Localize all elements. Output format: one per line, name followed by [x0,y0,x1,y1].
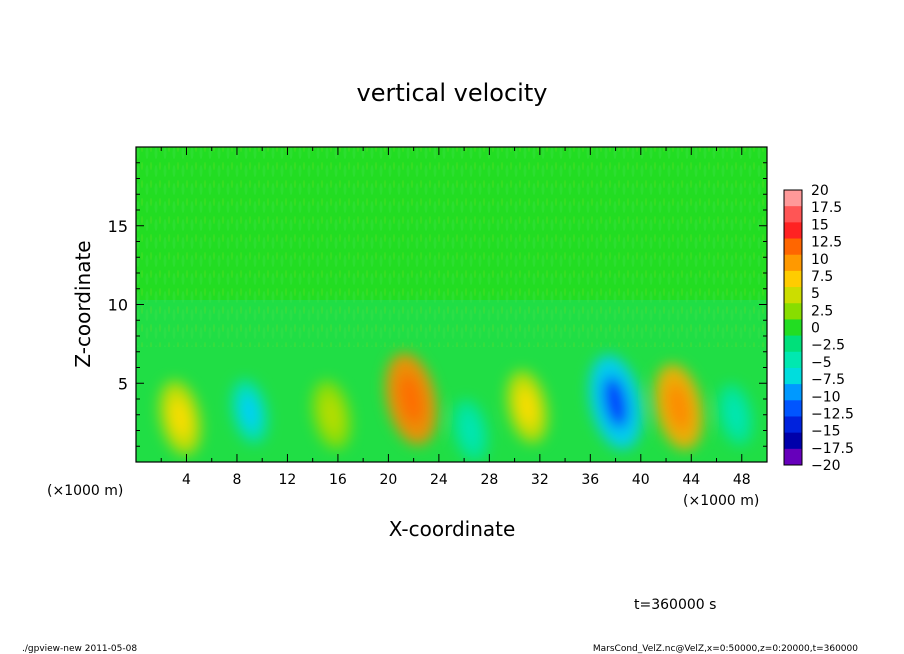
x-unit-label-right: (×1000 m) [683,493,759,509]
colorbar-swatch [784,416,802,434]
colorbar-label: 0 [811,321,820,337]
colorbar-swatch [784,238,802,256]
colorbar-label: −17.5 [811,441,854,457]
colorbar-swatch [784,351,802,369]
x-axis-ticks: 4 8 12 16 20 24 28 32 36 40 44 48 [160,147,751,488]
heatmap-features [159,353,753,462]
x-tick-label: 40 [632,472,650,488]
colorbar-swatch [784,270,802,288]
y-tick-label: 10 [108,296,128,315]
heatmap-cell-core [727,397,744,432]
colorbar-label: 5 [811,286,820,302]
colorbar-swatch [784,287,802,304]
colorbar-swatch [784,384,802,401]
x-tick-label: 48 [733,472,751,488]
colorbar-label: 20 [811,183,829,199]
colorbar-swatch [784,206,802,223]
colorbar-label: −12.5 [811,406,854,422]
colorbar-label: 10 [811,252,829,268]
colorbar-swatch [784,303,802,320]
colorbar-swatch [784,319,802,337]
x-tick-label: 4 [182,472,191,488]
colorbar-swatch [784,222,802,240]
y-tick-label: 15 [108,217,128,236]
heatmap-cell-core [241,394,259,430]
x-tick-label: 8 [232,472,241,488]
colorbar-label: −15 [811,424,841,440]
y-axis-label: Z-coordinate [71,240,95,367]
colorbar-label: −7.5 [811,372,845,388]
colorbar-label: 7.5 [811,269,833,285]
x-tick-label: 44 [682,472,700,488]
chart-title: vertical velocity [357,79,548,107]
x-axis-label: X-coordinate [389,517,516,541]
y-axis-ticks: 5 10 15 [108,162,767,447]
heatmap-cell-core [399,373,424,425]
colorbar-label: −20 [811,458,841,474]
footer-left: ./gpview-new 2011-05-08 [22,644,137,654]
colorbar-frame [783,189,803,466]
x-tick-label: 24 [430,472,448,488]
colorbar-swatch [784,367,802,385]
colorbar-label: 2.5 [811,303,833,319]
time-label: t=360000 s [634,597,716,613]
heatmap-cell-core [322,396,341,434]
colorbar-swatch [784,190,802,207]
x-tick-label: 32 [531,472,549,488]
x-tick-label: 28 [480,472,498,488]
colorbar-label: −2.5 [811,338,845,354]
colorbar-swatch [784,448,802,466]
x-tick-label: 20 [379,472,397,488]
colorbar-label: 15 [811,217,829,233]
y-tick-label: 5 [118,374,128,393]
heatmap-cell-core [603,376,628,429]
footer-right: MarsCond_VelZ.nc@VelZ,x=0:50000,z=0:2000… [593,644,858,654]
colorbar-swatch [784,432,802,450]
heatmap-cell-core [517,387,537,427]
heatmap-texture [136,147,767,347]
x-tick-label: 16 [329,472,347,488]
heatmap-cell-core [667,383,690,431]
heatmap-plot-area [136,147,767,462]
colorbar-label: −5 [811,355,832,371]
x-tick-label: 36 [581,472,599,488]
colorbar-swatch [784,254,802,272]
colorbar-swatch [784,335,802,353]
heatmap-cell-core [170,397,190,439]
colorbar-label: 17.5 [811,200,842,216]
colorbar-swatch [784,400,802,417]
heatmap-cell-core [462,413,479,448]
x-unit-label-left: (×1000 m) [47,483,123,499]
colorbar-label: 12.5 [811,235,842,251]
colorbar-label: −10 [811,389,841,405]
x-tick-label: 12 [279,472,297,488]
